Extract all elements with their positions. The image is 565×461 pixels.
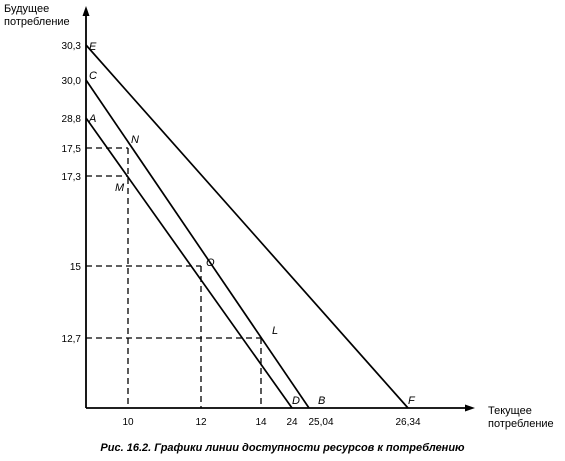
point-label-o: O	[206, 257, 215, 269]
x-tick-25-04: 25,04	[308, 417, 333, 428]
x-axis-arrow	[465, 404, 475, 412]
point-label-d: D	[292, 395, 300, 407]
y-tick-28-8: 28,8	[62, 114, 82, 125]
y-tick-12-7: 12,7	[62, 334, 82, 345]
point-label-m: M	[115, 182, 125, 194]
x-tick-14: 14	[255, 417, 267, 428]
x-tick-12: 12	[195, 417, 207, 428]
y-axis-label-line1: Будущее	[4, 3, 49, 15]
y-axis-label-line2: потребление	[4, 16, 70, 28]
x-tick-10: 10	[122, 417, 134, 428]
point-label-c: C	[89, 70, 97, 82]
x-tick-26-34: 26,34	[395, 417, 420, 428]
guide-lines	[86, 147, 262, 408]
point-label-e: E	[89, 41, 97, 53]
x-axis-label-line1: Текущее	[488, 405, 532, 417]
point-label-a: A	[88, 113, 96, 125]
line-a-d	[85, 117, 293, 409]
point-label-n: N	[131, 134, 139, 146]
figure-caption: Рис. 16.2. Графики линии доступности рес…	[100, 442, 465, 454]
point-label-b: B	[318, 395, 325, 407]
line-e-f	[85, 44, 409, 409]
budget-lines	[85, 44, 409, 409]
y-tick-17-5: 17,5	[62, 144, 82, 155]
point-label-f: F	[408, 395, 416, 407]
line-c-b	[85, 79, 310, 409]
y-tick-30-0: 30,0	[62, 76, 82, 87]
y-tick-15: 15	[70, 262, 82, 273]
point-label-l: L	[272, 325, 278, 337]
x-axis-label-line2: потребление	[488, 418, 554, 430]
y-tick-30-3: 30,3	[62, 41, 82, 52]
x-tick-24: 24	[286, 417, 298, 428]
y-tick-17-3: 17,3	[62, 172, 82, 183]
y-axis-arrow	[82, 6, 90, 16]
